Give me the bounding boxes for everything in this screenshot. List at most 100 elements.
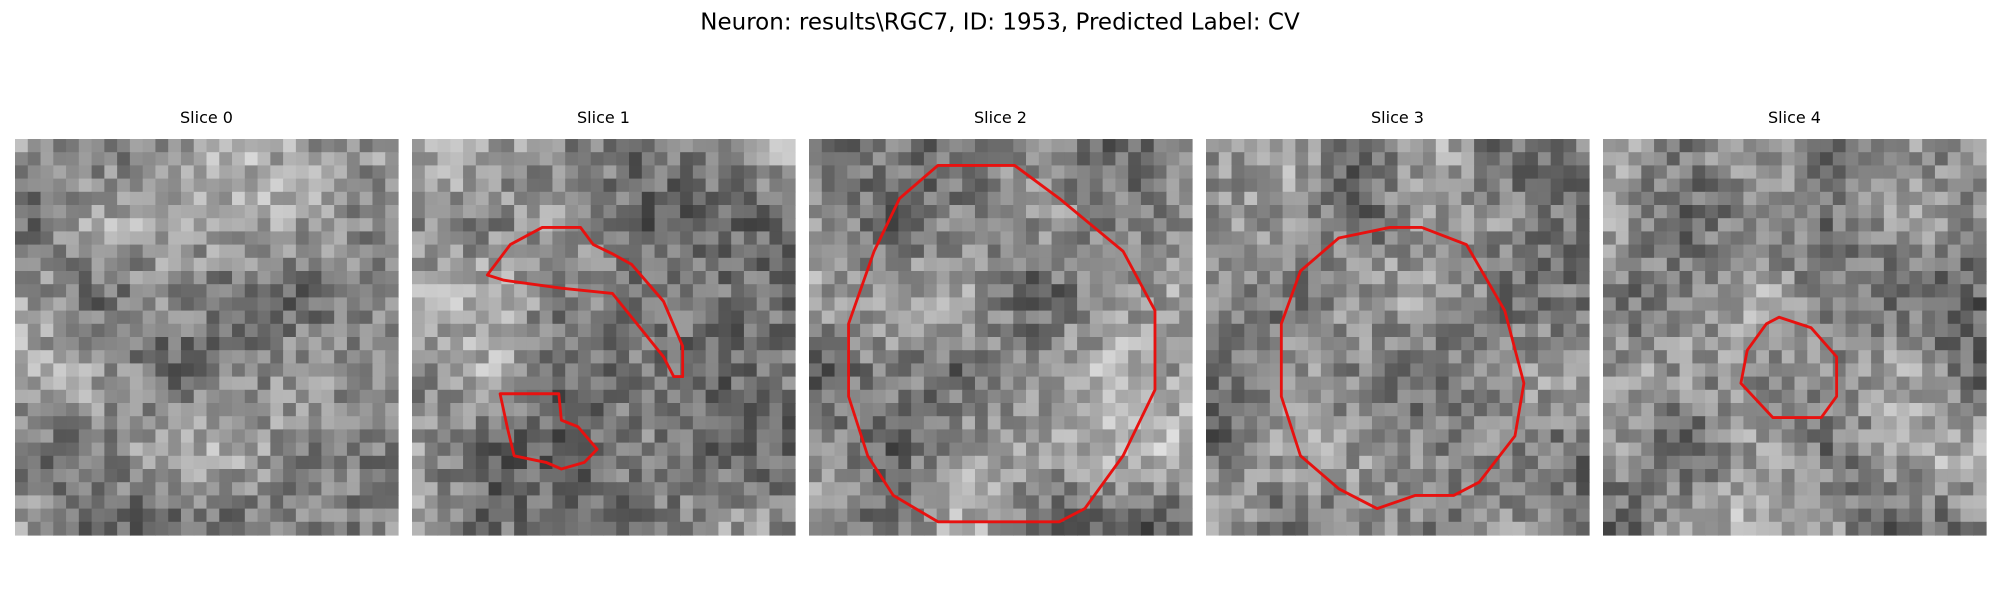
pixel: [412, 495, 426, 510]
pixel: [1257, 495, 1271, 510]
pixel: [782, 337, 796, 351]
pixel: [385, 178, 399, 193]
pixel: [1537, 337, 1552, 351]
pixel: [756, 416, 771, 430]
pixel: [1333, 244, 1348, 259]
pixel: [1461, 297, 1475, 312]
pixel: [283, 416, 297, 430]
pixel: [1000, 205, 1014, 219]
pixel: [1474, 482, 1488, 496]
pixel: [1295, 178, 1309, 193]
pixel: [962, 310, 976, 325]
pixel: [667, 178, 681, 193]
pixel: [475, 297, 490, 312]
pixel: [667, 416, 681, 430]
pixel: [1628, 416, 1642, 430]
pixel: [616, 231, 630, 246]
pixel: [1359, 231, 1373, 246]
pixel: [117, 218, 131, 232]
pixel: [1179, 218, 1193, 232]
pixel: [641, 442, 656, 457]
pixel: [78, 416, 93, 430]
pixel: [1410, 416, 1424, 430]
pixel: [962, 244, 976, 259]
pixel: [321, 257, 335, 272]
pixel: [1743, 482, 1757, 496]
pixel: [1397, 521, 1411, 536]
pixel: [590, 139, 605, 153]
pixel: [1947, 139, 1962, 153]
pixel: [308, 429, 322, 444]
pixel: [539, 508, 554, 523]
pixel: [1692, 337, 1706, 351]
pixel: [1871, 403, 1885, 417]
pixel: [743, 165, 758, 180]
pixel: [1934, 271, 1949, 285]
pixel: [1603, 508, 1617, 523]
pixel: [769, 363, 783, 378]
pixel: [295, 389, 310, 404]
pixel: [1051, 165, 1065, 180]
pixel: [1486, 257, 1501, 272]
pixel: [321, 521, 335, 536]
pixel: [539, 363, 554, 378]
pixel: [1371, 165, 1386, 180]
pixel: [27, 482, 42, 496]
pixel: [809, 231, 823, 246]
pixel: [1371, 482, 1386, 496]
pixel: [78, 363, 93, 378]
pixel: [1730, 218, 1745, 232]
pixel: [1000, 310, 1014, 325]
pixel: [450, 350, 464, 364]
pixel: [1973, 521, 1987, 536]
pixel: [1102, 284, 1116, 298]
pixel: [692, 231, 707, 246]
pixel: [885, 482, 899, 496]
pixel: [193, 455, 208, 470]
pixel: [1973, 455, 1987, 470]
pixel: [987, 165, 1002, 180]
pixel: [1153, 205, 1168, 219]
pixel: [1934, 205, 1949, 219]
pixel: [142, 416, 157, 430]
pixel: [872, 403, 887, 417]
pixel: [1666, 178, 1681, 193]
pixel: [295, 178, 310, 193]
pixel: [1231, 442, 1245, 457]
pixel: [424, 363, 439, 378]
pixel: [1730, 231, 1745, 246]
pixel: [514, 416, 528, 430]
pixel: [334, 455, 348, 470]
pixel: [1909, 271, 1923, 285]
pixel: [962, 350, 976, 364]
pixel: [1346, 191, 1360, 206]
pixel: [641, 310, 656, 325]
pixel: [412, 139, 426, 153]
pixel: [731, 495, 745, 510]
pixel: [1845, 363, 1859, 378]
pixel: [1244, 218, 1258, 232]
pixel: [539, 257, 554, 272]
pixel: [1679, 455, 1693, 470]
pixel: [91, 376, 105, 391]
pixel: [1153, 310, 1168, 325]
pixel: [40, 495, 54, 510]
pixel: [1269, 429, 1284, 444]
pixel: [193, 310, 208, 325]
pixel: [809, 508, 823, 523]
pixel: [1308, 350, 1322, 364]
pixel: [898, 310, 912, 325]
pixel: [1628, 455, 1642, 470]
pixel: [463, 389, 477, 404]
pixel: [603, 521, 617, 536]
pixel: [1077, 363, 1091, 378]
pixel: [219, 165, 233, 180]
pixel: [1679, 521, 1693, 536]
pixel: [1807, 152, 1821, 166]
pixel: [1013, 508, 1027, 523]
pixel: [539, 191, 554, 206]
pixel: [1628, 389, 1642, 404]
pixel: [1244, 482, 1258, 496]
pixel: [1333, 191, 1348, 206]
pixel: [1717, 337, 1732, 351]
